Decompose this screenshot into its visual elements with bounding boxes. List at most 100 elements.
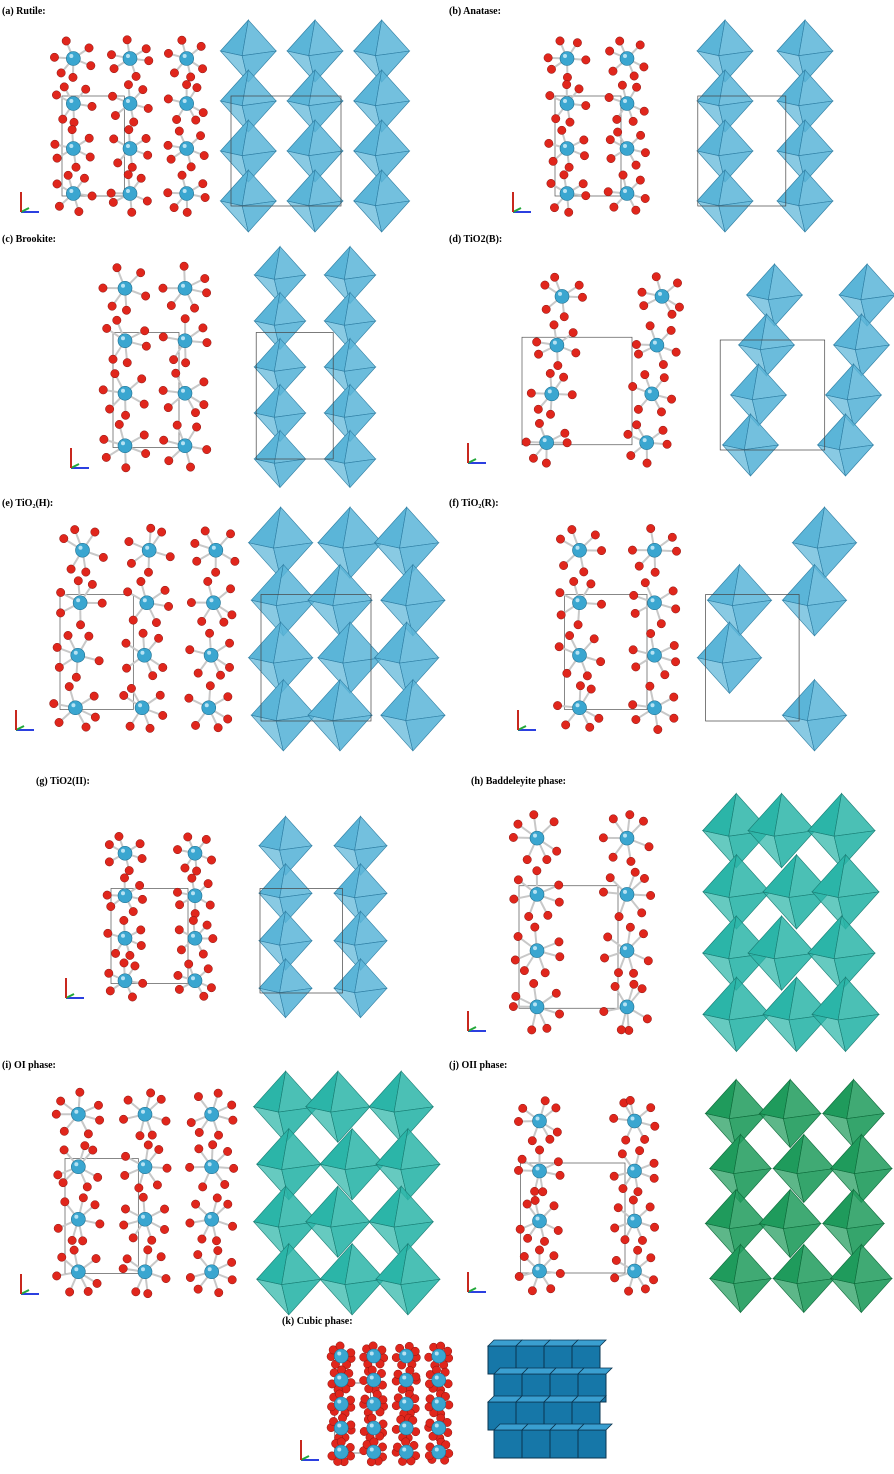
cube-polyhedron [521, 1429, 551, 1459]
titanium-atom [333, 1444, 349, 1460]
oxygen-atom [208, 934, 218, 944]
oxygen-atom [562, 438, 572, 448]
oxygen-atom [553, 361, 563, 371]
atom-highlight [69, 144, 74, 148]
oxygen-atom [198, 949, 208, 959]
ball-stick-model [20, 1087, 239, 1299]
oxygen-atom [144, 56, 154, 66]
oxygen-atom [631, 340, 641, 349]
panel-tio2-h: (e) TiO₂(H): [0, 494, 447, 754]
oxygen-atom [157, 527, 167, 537]
atom-highlight [69, 54, 74, 58]
oxygen-atom [540, 968, 550, 978]
atom-highlight [533, 946, 537, 951]
oxygen-atom [160, 1225, 169, 1234]
oxygen-atom [104, 857, 114, 867]
titanium-atom [639, 435, 654, 450]
tio6-octahedron-face [281, 1127, 322, 1170]
oxygen-atom [669, 692, 679, 702]
oxygen-atom [579, 567, 589, 577]
unit-cell-outline [697, 95, 787, 207]
oxygen-atom [52, 179, 62, 189]
titanium-atom [627, 1163, 642, 1179]
tio6-octahedron-face [241, 169, 277, 207]
titanium-atom [117, 385, 133, 401]
titanium-atom [117, 438, 133, 454]
tio6-octahedron-face [375, 169, 411, 207]
atom-highlight [121, 388, 125, 393]
oxygen-atom [640, 874, 649, 883]
oxygen-atom [552, 846, 562, 856]
oxygen-atom [609, 202, 619, 212]
oxygen-atom [119, 1220, 129, 1230]
atom-highlight [211, 545, 216, 550]
oxygen-atom [104, 840, 114, 850]
oxygen-atom [172, 115, 182, 124]
tio6-octahedron-face [807, 678, 848, 721]
atom-highlight [535, 1166, 540, 1171]
tio6-octahedron-face [330, 1070, 371, 1113]
oxygen-atom [672, 546, 681, 556]
titanium-atom [137, 1211, 153, 1227]
panel-label: (j) OII phase: [449, 1060, 508, 1071]
oxygen-atom [191, 115, 201, 125]
titanium-atom [619, 96, 635, 111]
oxygen-atom [631, 160, 641, 170]
oxygen-atom [98, 283, 108, 293]
oxygen-atom [515, 1224, 525, 1234]
atom-highlight [535, 1266, 540, 1271]
panel-cubic-phase: (k) Cubic phase: [260, 1316, 660, 1474]
polyhedral-model [219, 19, 411, 233]
oxygen-atom [227, 1257, 237, 1267]
oxygen-atom [140, 326, 150, 336]
oxygen-atom [578, 292, 587, 302]
oxygen-atom [553, 701, 563, 711]
oxygen-atom [131, 71, 141, 81]
oxygen-atom [105, 404, 115, 414]
cube-polyhedron [549, 1429, 579, 1459]
tio6-octahedron-face [279, 910, 313, 946]
oxygen-atom [674, 302, 684, 312]
atom-highlight [74, 1267, 79, 1272]
tio6-octahedron-face [281, 1242, 322, 1285]
panel-anatase: (b) Anatase: [447, 0, 894, 233]
oxygen-atom [69, 1245, 79, 1255]
atom-highlight [141, 1214, 145, 1219]
oxygen-atom [80, 1141, 90, 1151]
polyhedral-model [258, 815, 388, 1019]
titanium-atom [559, 51, 575, 66]
oxygen-atom [559, 372, 569, 382]
oxygen-atom [598, 833, 608, 843]
ball-stick-model [15, 523, 240, 733]
atom-highlight [126, 189, 130, 193]
oxygen-atom [57, 1252, 67, 1262]
oxygen-atom [185, 645, 195, 655]
atom-highlight [369, 1423, 374, 1428]
oxygen-atom [56, 608, 66, 618]
atom-highlight [74, 1214, 79, 1219]
tio6-octahedron-face [343, 245, 377, 280]
atom-highlight [204, 703, 209, 708]
oxygen-atom [182, 207, 192, 217]
oxygen-atom [658, 425, 668, 435]
oxygen-atom [59, 82, 69, 92]
oxygen-atom [549, 320, 559, 330]
oxygen-atom [94, 1100, 103, 1110]
oxygen-atom [127, 558, 136, 568]
unit-cell-outline [518, 885, 619, 1009]
tio6-octahedron-face [281, 1278, 322, 1316]
oxygen-atom [97, 598, 107, 608]
atom-highlight [142, 598, 147, 603]
oxygen-atom [191, 408, 200, 418]
titanium-atom [134, 700, 150, 716]
atom-highlight [402, 1423, 407, 1428]
oxygen-atom [608, 66, 618, 76]
titanium-atom [203, 647, 219, 663]
tio6-octahedron-face [400, 1163, 441, 1201]
panel-label: (d) TiO2(B): [449, 234, 503, 245]
titanium-atom [644, 386, 660, 402]
oxygen-atom [68, 72, 78, 82]
titanium-atom [204, 1211, 219, 1227]
oxygen-atom [188, 916, 198, 925]
atom-highlight [207, 1267, 212, 1272]
